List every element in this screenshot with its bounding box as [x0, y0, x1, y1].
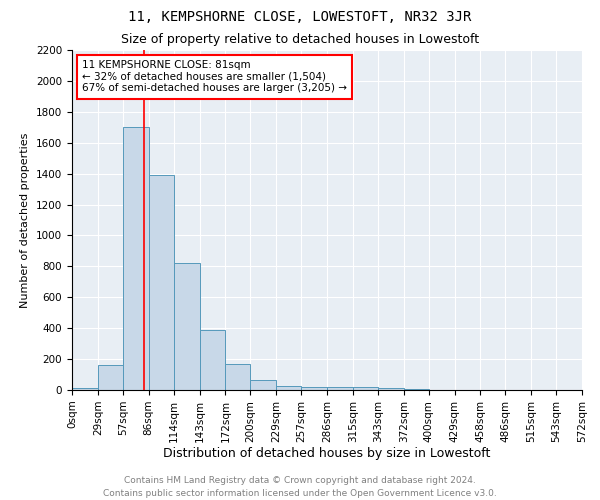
- Bar: [226, 364, 250, 390]
- Text: 11, KEMPSHORNE CLOSE, LOWESTOFT, NR32 3JR: 11, KEMPSHORNE CLOSE, LOWESTOFT, NR32 3J…: [128, 10, 472, 24]
- Bar: [98, 366, 123, 390]
- Bar: [199, 330, 226, 390]
- Bar: [404, 389, 428, 390]
- Bar: [123, 128, 149, 390]
- X-axis label: Distribution of detached houses by size in Lowestoft: Distribution of detached houses by size …: [163, 448, 491, 460]
- Bar: [327, 387, 353, 390]
- Text: 11 KEMPSHORNE CLOSE: 81sqm
← 32% of detached houses are smaller (1,504)
67% of s: 11 KEMPSHORNE CLOSE: 81sqm ← 32% of deta…: [82, 60, 347, 94]
- Bar: [353, 387, 378, 390]
- Bar: [301, 387, 327, 390]
- Bar: [72, 388, 98, 390]
- Bar: [149, 175, 173, 390]
- Bar: [250, 380, 276, 390]
- Text: Size of property relative to detached houses in Lowestoft: Size of property relative to detached ho…: [121, 32, 479, 46]
- Bar: [276, 386, 301, 390]
- Text: Contains HM Land Registry data © Crown copyright and database right 2024.
Contai: Contains HM Land Registry data © Crown c…: [103, 476, 497, 498]
- Bar: [378, 388, 404, 390]
- Y-axis label: Number of detached properties: Number of detached properties: [20, 132, 31, 308]
- Bar: [173, 264, 199, 390]
